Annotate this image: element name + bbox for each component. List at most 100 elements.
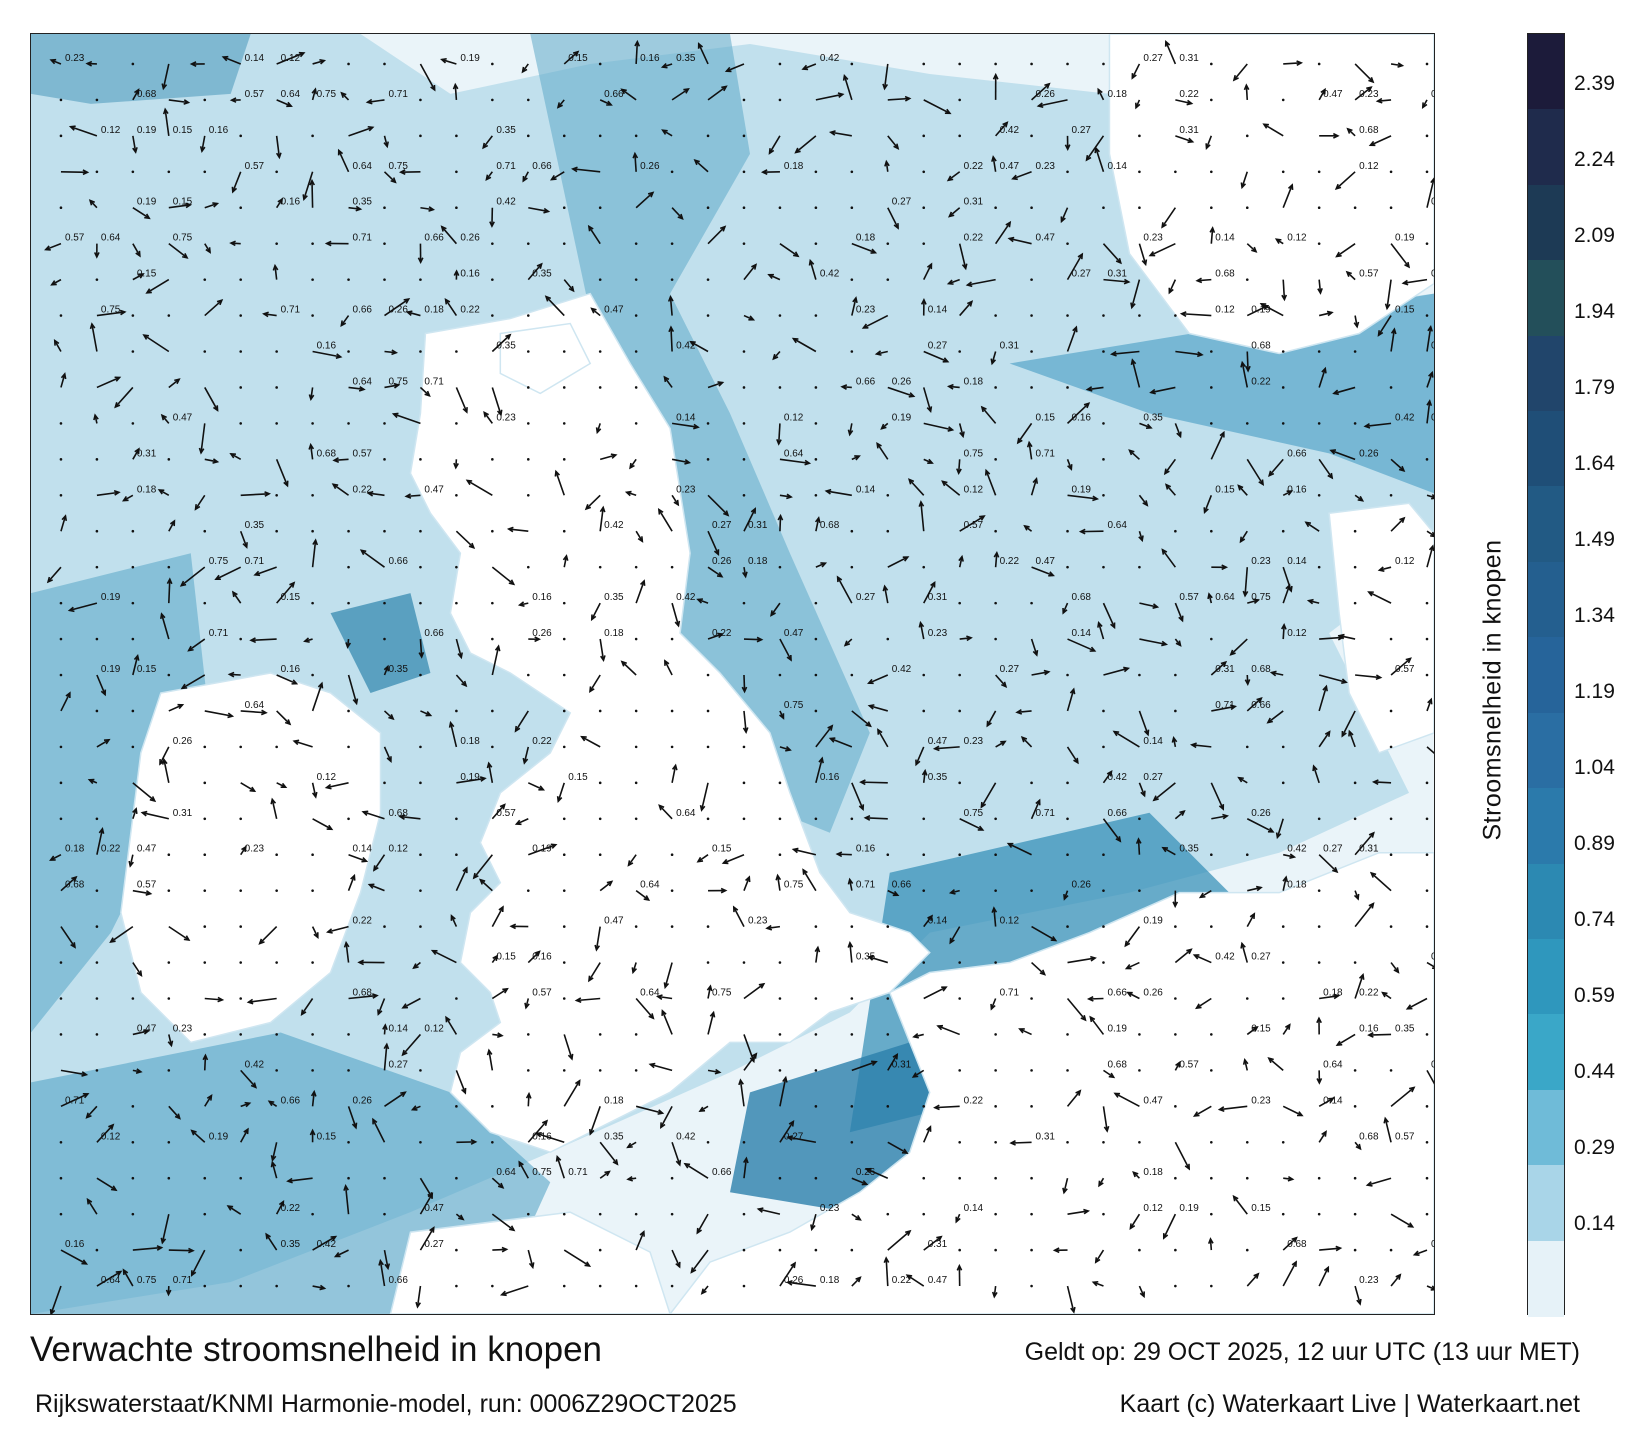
arrow-head <box>842 73 849 81</box>
colorbar-tick-label: 1.19 <box>1574 680 1615 703</box>
arrow-head <box>194 504 201 511</box>
arrow-head <box>541 1119 549 1126</box>
grid-dot <box>455 565 458 569</box>
current-arrow <box>848 879 853 891</box>
grid-dot <box>491 745 494 749</box>
grid-dot <box>455 493 458 497</box>
current-value-label: 0.16 <box>532 952 552 963</box>
grid-dot <box>1425 1212 1429 1216</box>
arrow-head <box>1245 365 1251 373</box>
map-panel[interactable]: 0.23 0.14 0.12 0.19 0.15 0.16 0.35 0.42 0.27 0.31… <box>30 33 1435 1315</box>
current-arrow <box>516 818 529 825</box>
grid-dot <box>1102 458 1105 461</box>
grid-dot <box>958 350 961 353</box>
grid-dot <box>1281 1140 1285 1144</box>
grid-dot <box>526 1033 530 1036</box>
current-arrow <box>949 926 961 944</box>
arrow-head <box>89 322 96 330</box>
arrow-head <box>110 1185 118 1192</box>
current-arrow <box>1191 743 1212 748</box>
current-value-label: 0.47 <box>1323 89 1343 100</box>
arrow-head <box>82 169 90 176</box>
grid-dot <box>203 961 207 964</box>
current-arrow <box>1139 638 1167 646</box>
arrow-head <box>1262 123 1269 129</box>
grid-dot <box>670 170 674 174</box>
grid-dot <box>1210 529 1213 533</box>
grid-dot <box>1210 637 1213 641</box>
current-value-label: 0.35 <box>928 772 948 783</box>
grid-dot <box>203 1176 207 1180</box>
current-value-label: 0.23 <box>928 628 948 639</box>
grid-dot <box>1353 422 1357 425</box>
grid-dot <box>419 745 422 749</box>
grid-dot <box>778 817 782 821</box>
arrow-head <box>1035 798 1041 806</box>
grid-dot <box>455 817 458 821</box>
current-arrow <box>419 639 423 657</box>
current-arrow <box>240 710 267 714</box>
arrow-head <box>498 905 504 913</box>
current-value-label: 0.35 <box>496 125 516 136</box>
grid-dot <box>59 1140 63 1144</box>
current-arrow <box>1102 771 1113 784</box>
grid-dot <box>239 1033 242 1036</box>
current-arrow <box>1355 674 1381 679</box>
current-arrow <box>883 63 889 89</box>
current-value-label: 0.27 <box>1072 125 1092 136</box>
arrow-head <box>1258 479 1265 487</box>
current-arrow <box>868 674 889 684</box>
grid-dot <box>95 98 99 102</box>
arrow-head <box>403 298 411 304</box>
arrow-head <box>88 199 96 206</box>
current-value-label: 0.75 <box>712 987 732 998</box>
grid-dot <box>922 242 926 245</box>
current-arrow <box>377 998 386 1015</box>
grid-dot <box>275 1033 278 1036</box>
current-value-label: 0.15 <box>568 53 588 64</box>
grid-dot <box>1030 889 1033 892</box>
current-value-label: 0.47 <box>424 484 444 495</box>
current-value-label: 0.47 <box>1036 233 1056 244</box>
arrow-head <box>212 405 219 412</box>
current-value-label: 0.35 <box>604 592 624 603</box>
grid-dot <box>634 637 638 641</box>
current-arrow <box>766 925 781 930</box>
arrow-head <box>667 294 674 302</box>
current-arrow <box>941 480 961 496</box>
grid-dot <box>311 422 314 425</box>
grid-dot <box>167 997 171 1000</box>
current-value-label: 0.12 <box>317 772 337 783</box>
current-arrow <box>723 853 745 864</box>
arrow-head <box>270 1160 277 1168</box>
arrow-head <box>1032 477 1039 484</box>
current-value-label: 0.27 <box>1323 844 1343 855</box>
arrow-head <box>430 949 438 956</box>
current-arrow <box>91 323 98 352</box>
arrow-head <box>1240 182 1247 190</box>
current-arrow <box>991 351 997 364</box>
current-value-label: 0.23 <box>1036 161 1056 172</box>
arrow-head <box>242 542 248 549</box>
current-value-label: 0.19 <box>1072 484 1092 495</box>
grid-dot <box>1066 242 1069 245</box>
grid-dot <box>203 853 207 857</box>
current-arrow <box>1260 303 1284 317</box>
arrow-head <box>882 584 889 592</box>
current-arrow <box>1312 765 1320 784</box>
current-arrow <box>860 781 888 784</box>
current-value-label: 0.68 <box>388 808 408 819</box>
arrow-head <box>132 807 138 814</box>
grid-dot <box>634 242 638 245</box>
arrow-head <box>372 1117 378 1125</box>
grid-dot <box>1281 422 1285 425</box>
grid-dot <box>778 673 782 677</box>
arrow-head <box>1048 571 1055 577</box>
arrow-head <box>657 507 664 515</box>
grid-dot <box>1066 62 1069 66</box>
current-arrow <box>826 490 852 497</box>
grid-dot <box>1066 565 1069 569</box>
current-arrow <box>1390 657 1412 676</box>
current-arrow <box>1138 1285 1145 1297</box>
current-arrow <box>1318 854 1338 873</box>
